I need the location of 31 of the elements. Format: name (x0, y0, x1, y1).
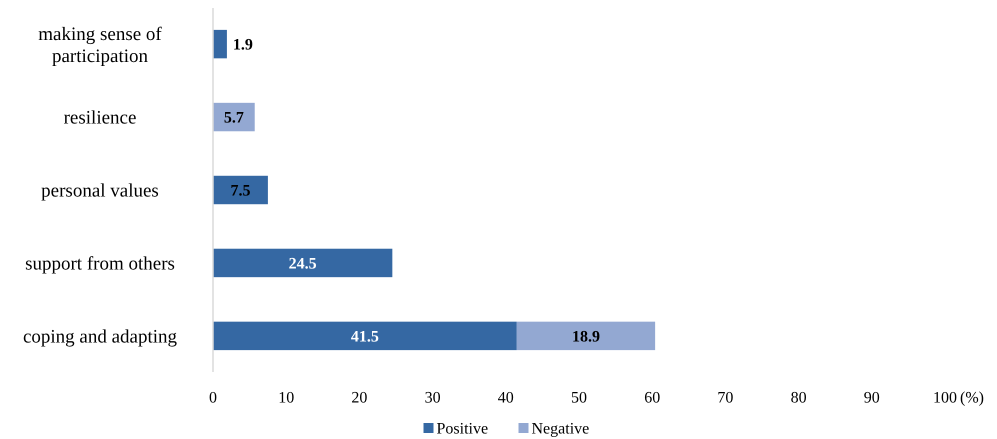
x-tick-label: 100 (933, 390, 957, 407)
bar (213, 30, 227, 58)
x-tick-label: 80 (790, 390, 807, 407)
y-tick-label: making sense of participation (38, 24, 162, 67)
data-label: 5.7 (224, 110, 244, 127)
x-tick-label: 60 (644, 390, 660, 407)
x-tick-label: 90 (864, 390, 880, 407)
y-tick-label: personal values (41, 180, 159, 202)
bar (213, 176, 268, 204)
data-label: 24.5 (288, 256, 317, 273)
y-tick-label: support from others (25, 254, 175, 275)
y-tick-label: coping and adapting (22, 326, 178, 348)
x-tick-label: 70 (717, 390, 734, 407)
x-tick-label: 10 (278, 390, 294, 407)
legend-label: Negative (532, 420, 590, 438)
bar (516, 322, 656, 350)
x-tick-label: 50 (571, 390, 587, 407)
bar (213, 102, 255, 132)
data-label: 7.5 (230, 182, 250, 200)
data-label: 18.9 (572, 328, 600, 346)
x-tick-label: 30 (424, 390, 441, 407)
legend-label: Positive (436, 420, 488, 438)
data-label: 1.9 (232, 36, 253, 54)
x-tick-label: 20 (351, 390, 368, 407)
x-tick-label: 40 (498, 390, 514, 407)
bar (213, 248, 392, 278)
y-tick-label: resilience (64, 108, 136, 129)
bar (213, 322, 517, 350)
data-label: 41.5 (350, 328, 379, 346)
x-axis-title: (%) (960, 390, 984, 407)
x-tick-label: 0 (209, 390, 217, 407)
